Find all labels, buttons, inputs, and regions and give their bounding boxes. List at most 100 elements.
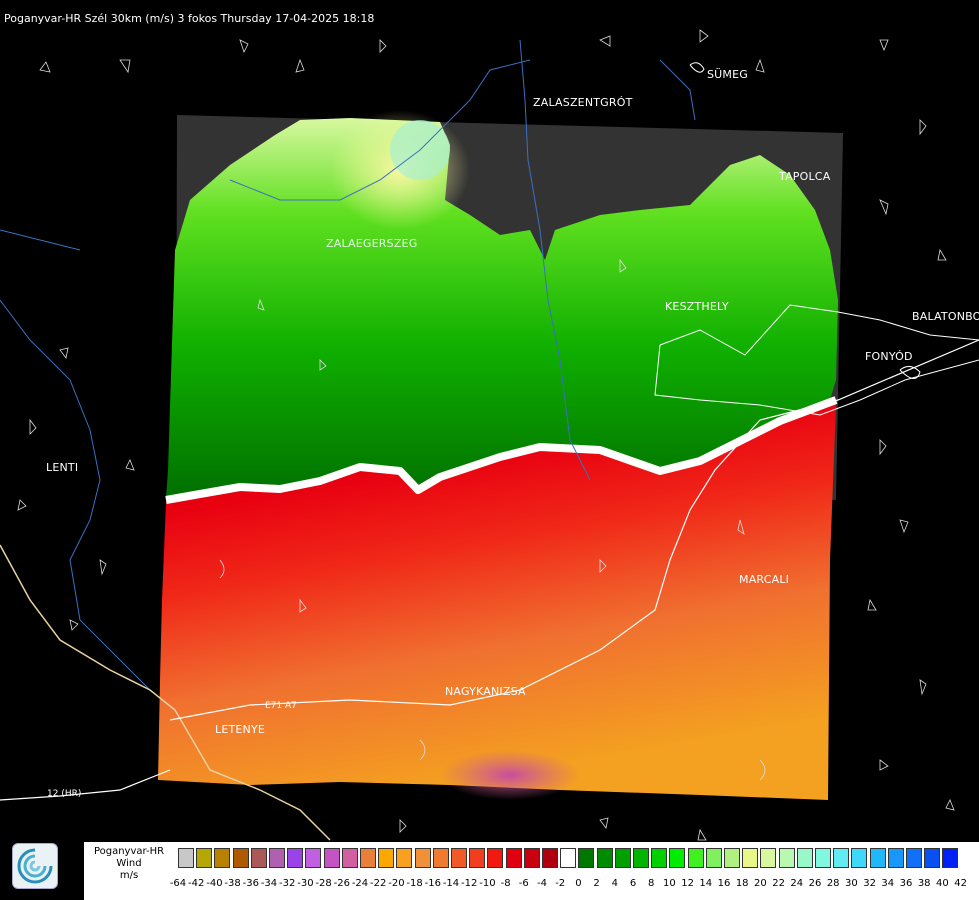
legend-tick-label: -14 — [442, 878, 460, 889]
legend-tick-label: 32 — [863, 878, 876, 889]
legend-tick-label: -20 — [388, 878, 405, 889]
city-label-sumeg: SÜMEG — [707, 68, 748, 81]
legend-swatch — [287, 848, 304, 868]
legend-tick-label: 20 — [754, 878, 767, 889]
city-label-keszthely: KESZTHELY — [665, 300, 729, 313]
legend-swatch — [560, 848, 577, 868]
legend-tick-label: -24 — [351, 878, 369, 889]
legend-label: Poganyvar-HR Wind m/s — [84, 846, 174, 882]
legend-swatch — [196, 848, 213, 868]
legend-tick-label: 0 — [575, 878, 582, 889]
legend-tick-label: 18 — [735, 878, 749, 889]
legend-tick-label: -2 — [555, 878, 566, 889]
legend-tick-label: 10 — [663, 878, 676, 889]
legend-tick-label: -16 — [424, 878, 441, 889]
legend-swatch — [596, 848, 613, 868]
legend-swatch — [924, 848, 941, 868]
city-label-zalaszentgrot: ZALASZENTGRÓT — [533, 96, 633, 109]
legend-tick-label: 24 — [790, 878, 804, 889]
legend-swatch — [378, 848, 395, 868]
legend-swatch — [250, 848, 267, 868]
legend-tick-label: 8 — [648, 878, 655, 889]
radar-logo-icon — [12, 843, 58, 889]
legend-tick-label: -30 — [297, 878, 314, 889]
legend-source: Poganyvar-HR — [93, 846, 165, 857]
legend-tick-label: -18 — [406, 878, 423, 889]
legend-tick-label: 28 — [826, 878, 840, 889]
legend-tick-label: 34 — [881, 878, 895, 889]
settlement-outlines — [17, 29, 955, 841]
legend-tick-label: 22 — [772, 878, 785, 889]
city-label-letenye: LETENYE — [215, 723, 266, 736]
highways — [0, 339, 979, 801]
legend-variable: Wind — [116, 858, 142, 869]
legend-swatch — [542, 848, 558, 868]
legend-tick-label: -26 — [333, 878, 350, 889]
road-label-12-hr: 12 (HR) — [47, 789, 82, 799]
legend-tick-label: -8 — [500, 878, 511, 889]
legend-swatch — [414, 848, 431, 868]
roads — [0, 544, 331, 841]
legend-swatch — [523, 848, 540, 868]
legend-swatch — [724, 848, 740, 868]
legend-swatch — [887, 848, 904, 868]
legend-swatch — [305, 848, 322, 868]
legend-tick-label: 40 — [936, 878, 949, 889]
legend-tick-label: -22 — [370, 878, 387, 889]
legend-swatch — [633, 848, 649, 868]
legend-swatch — [323, 848, 340, 868]
legend-swatch — [578, 848, 595, 868]
legend-tick-label: -64 — [169, 878, 187, 889]
wind-north-region — [166, 118, 838, 498]
legend-swatch — [942, 848, 959, 868]
legend-swatch — [760, 848, 777, 868]
road-label-e71-a7: E71 A7 — [265, 701, 297, 711]
legend-swatch — [796, 848, 813, 868]
legend-tick-label: 2 — [593, 878, 600, 889]
city-label-lenti: LENTI — [46, 461, 79, 474]
radar-title: Poganyvar-HR Szél 30km (m/s) 3 fokos Thu… — [4, 12, 375, 25]
legend-swatch — [451, 848, 467, 868]
city-label-marcali: MARCALI — [739, 573, 790, 586]
legend-swatch — [742, 848, 759, 868]
legend-tick-label: 26 — [808, 878, 822, 889]
legend-swatch — [214, 848, 231, 868]
zero-wind-band — [165, 396, 838, 504]
city-label-zalaegerszeg: ZALAEGERSZEG — [326, 237, 418, 250]
legend-swatch — [341, 848, 358, 868]
legend-tick-label: 30 — [845, 878, 858, 889]
legend-swatch — [432, 848, 449, 868]
legend-swatch — [178, 848, 194, 868]
legend-tick-label: 4 — [611, 878, 618, 889]
legend-swatch — [869, 848, 886, 868]
legend-swatch — [360, 848, 376, 868]
legend-swatch — [269, 848, 285, 868]
legend-tick-label: -34 — [260, 878, 278, 889]
city-markers — [689, 62, 921, 379]
legend-tick-label: -36 — [242, 878, 259, 889]
city-label-fonyod: FONYÓD — [865, 350, 913, 363]
wind-legend: Poganyvar-HR Wind m/s -64 -42 -40 -38 -36 -34… — [84, 842, 979, 900]
legend-tick-label: 42 — [954, 878, 967, 889]
legend-tick-label: -42 — [188, 878, 205, 889]
legend-swatch — [505, 848, 522, 868]
legend-tick-label: -12 — [461, 878, 478, 889]
legend-swatch — [396, 848, 413, 868]
legend-tick-label: -4 — [537, 878, 547, 889]
legend-swatch — [833, 848, 850, 868]
legend-swatch — [851, 848, 868, 868]
legend-tick-label: -6 — [518, 878, 529, 889]
city-label-nagykanizsa: NAGYKANIZSA — [445, 685, 526, 698]
legend-tick-label: 14 — [699, 878, 713, 889]
legend-swatch — [469, 848, 486, 868]
legend-swatch — [614, 848, 631, 868]
legend-tick-label: -38 — [224, 878, 241, 889]
city-label-balatonbo: BALATONBO — [912, 310, 979, 323]
legend-tick-label: -32 — [279, 878, 296, 889]
legend-swatch — [487, 848, 504, 868]
legend-tick-label: -28 — [315, 878, 332, 889]
legend-swatch — [906, 848, 922, 868]
legend-unit: m/s — [119, 870, 139, 881]
legend-tick-label: 36 — [899, 878, 913, 889]
